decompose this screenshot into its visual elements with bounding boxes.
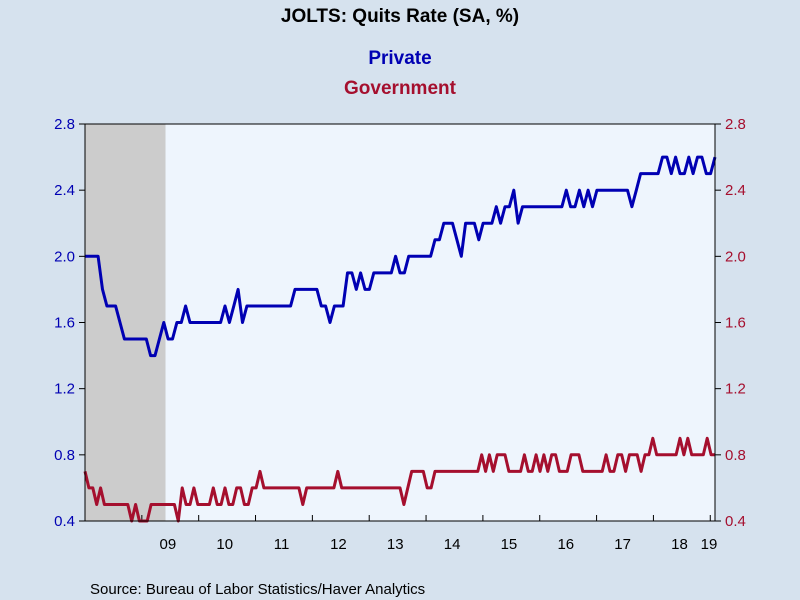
x-axis: 09 10 11 12 13 14 15 16 17 18 19 <box>141 515 718 553</box>
right-tick-label: 2.4 <box>725 182 746 199</box>
x-tick-label: 15 <box>501 536 518 553</box>
x-tick-label: 14 <box>444 536 461 553</box>
government-series-line <box>83 436 715 523</box>
left-tick-label: 2.8 <box>54 116 75 133</box>
x-tick-label: 10 <box>216 536 233 553</box>
x-tick-label: 19 <box>701 536 718 553</box>
recession-shading <box>85 124 166 521</box>
source-note: Source: Bureau of Labor Statistics/Haver… <box>90 581 425 598</box>
right-tick-label: 0.4 <box>725 513 746 530</box>
left-tick-label: 1.6 <box>54 315 75 332</box>
plot-frame <box>84 123 716 522</box>
left-axis: 2.8 2.4 2.0 1.6 1.2 0.8 0.4 <box>54 116 85 530</box>
right-tick-label: 1.2 <box>725 381 746 398</box>
x-tick-label: 18 <box>671 536 688 553</box>
left-tick-label: 0.4 <box>54 513 75 530</box>
chart-title: JOLTS: Quits Rate (SA, %) <box>281 6 519 27</box>
right-tick-label: 1.6 <box>725 315 746 332</box>
right-axis: 2.8 2.4 2.0 1.6 1.2 0.8 0.4 <box>715 116 746 530</box>
private-series-line <box>85 155 717 358</box>
x-tick-label: 16 <box>557 536 574 553</box>
legend-private: Private <box>368 48 431 69</box>
right-tick-label: 2.0 <box>725 248 746 265</box>
x-tick-label: 17 <box>614 536 631 553</box>
x-tick-label: 12 <box>330 536 347 553</box>
right-tick-label: 0.8 <box>725 447 746 464</box>
x-tick-label: 09 <box>160 536 177 553</box>
left-tick-label: 1.2 <box>54 381 75 398</box>
left-tick-label: 2.0 <box>54 248 75 265</box>
right-tick-label: 2.8 <box>725 116 746 133</box>
x-tick-label: 11 <box>274 536 290 553</box>
legend-government: Government <box>344 78 457 99</box>
left-tick-label: 2.4 <box>54 182 75 199</box>
x-tick-label: 13 <box>387 536 404 553</box>
left-tick-label: 0.8 <box>54 447 75 464</box>
